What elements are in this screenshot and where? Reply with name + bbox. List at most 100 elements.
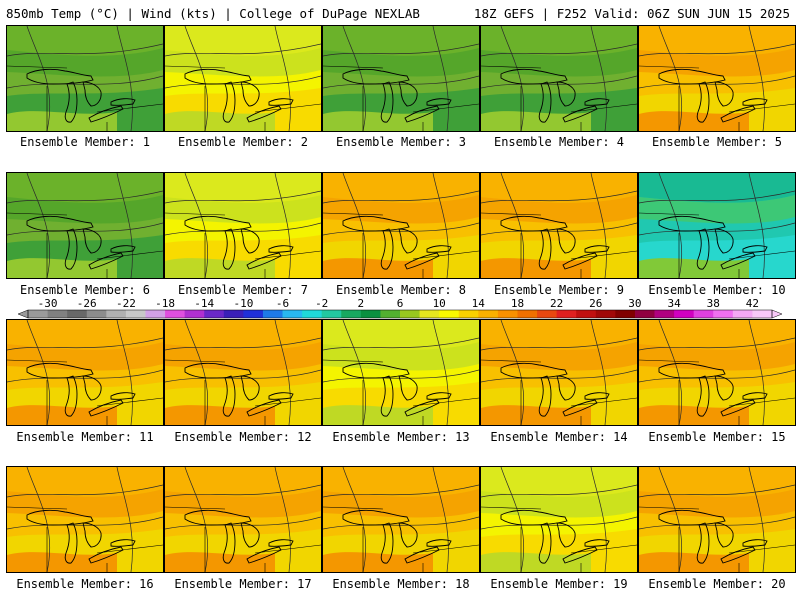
lake-outline bbox=[584, 392, 610, 400]
colorbar-swatch bbox=[184, 310, 205, 318]
temperature-band bbox=[481, 467, 637, 497]
lake-outline bbox=[26, 215, 94, 232]
colorbar-swatch bbox=[674, 310, 695, 318]
temperature-band bbox=[639, 320, 795, 350]
temperature-map bbox=[639, 320, 795, 425]
ensemble-panel bbox=[480, 319, 638, 426]
lake-outline bbox=[240, 81, 260, 107]
lake-outline bbox=[742, 98, 768, 106]
contour-line bbox=[184, 320, 209, 425]
border-line bbox=[481, 359, 542, 363]
colorbar-tick-label: 18 bbox=[511, 297, 524, 310]
colorbar-swatch bbox=[86, 310, 107, 318]
colorbar-swatch bbox=[321, 310, 342, 318]
contour-line bbox=[165, 43, 321, 57]
contour-line bbox=[165, 516, 321, 530]
lake-outline bbox=[222, 522, 236, 564]
temperature-map bbox=[7, 320, 163, 425]
border-line bbox=[481, 65, 542, 69]
temperature-map bbox=[639, 173, 795, 278]
contour-line bbox=[323, 516, 479, 530]
lake-outline bbox=[556, 228, 576, 254]
colorbar-tick-label: -30 bbox=[38, 297, 58, 310]
contour-line bbox=[639, 337, 795, 351]
lake-outline bbox=[268, 245, 294, 253]
border-line bbox=[165, 506, 226, 510]
lake-outline bbox=[696, 228, 710, 270]
temperature-band bbox=[481, 405, 591, 425]
colorbar-tick-label: 26 bbox=[589, 297, 602, 310]
contour-line bbox=[481, 369, 637, 383]
contour-line bbox=[7, 222, 163, 236]
temperature-band bbox=[323, 405, 433, 425]
contour-line bbox=[432, 26, 449, 131]
colorbar-swatch bbox=[556, 310, 577, 318]
lake-outline bbox=[742, 539, 768, 547]
colorbar-swatch bbox=[615, 310, 636, 318]
lake-outline bbox=[184, 68, 252, 85]
border-line bbox=[7, 359, 68, 363]
temperature-band bbox=[7, 405, 117, 425]
lake-outline bbox=[82, 522, 102, 548]
temperature-band bbox=[323, 320, 479, 350]
lake-outline bbox=[658, 215, 726, 232]
contour-line bbox=[500, 467, 525, 572]
border-line bbox=[254, 544, 321, 554]
contour-line bbox=[165, 369, 321, 383]
ensemble-member-label: Ensemble Member: 16 bbox=[16, 577, 154, 591]
temperature-band bbox=[165, 111, 275, 131]
contour-line bbox=[658, 467, 683, 572]
lake-outline bbox=[426, 245, 452, 253]
lake-outline bbox=[64, 81, 78, 123]
lake-outline bbox=[240, 228, 260, 254]
contour-line bbox=[323, 190, 479, 204]
colorbar-outline bbox=[27, 309, 773, 319]
border-line bbox=[7, 65, 68, 69]
border-line bbox=[570, 397, 637, 407]
temperature-map bbox=[7, 26, 163, 131]
contour-line bbox=[590, 26, 607, 131]
colorbar-tick-label: 38 bbox=[707, 297, 720, 310]
lake-outline bbox=[714, 81, 734, 107]
border-line bbox=[412, 544, 479, 554]
temperature-band bbox=[7, 173, 163, 203]
colorbar-tick-label: -26 bbox=[77, 297, 97, 310]
border-line bbox=[412, 250, 479, 260]
contour-line bbox=[748, 320, 765, 425]
contour-line bbox=[7, 43, 163, 57]
ensemble-member-label: Ensemble Member: 15 bbox=[648, 430, 786, 444]
ensemble-member-label: Ensemble Member: 9 bbox=[493, 283, 625, 297]
border-line bbox=[96, 397, 163, 407]
contour-line bbox=[165, 75, 321, 89]
contour-line bbox=[184, 173, 209, 278]
contour-line bbox=[639, 369, 795, 383]
colorbar-swatch bbox=[47, 310, 68, 318]
ensemble-panel bbox=[480, 172, 638, 279]
border-line bbox=[728, 103, 795, 113]
lake-outline bbox=[398, 81, 418, 107]
border-line bbox=[165, 359, 226, 363]
temperature-map bbox=[639, 467, 795, 572]
border-line bbox=[639, 65, 700, 69]
contour-line bbox=[590, 467, 607, 572]
contour-line bbox=[116, 320, 133, 425]
contour-line bbox=[165, 190, 321, 204]
lake-outline bbox=[268, 539, 294, 547]
temperature-band bbox=[481, 552, 591, 572]
contour-line bbox=[481, 337, 637, 351]
colorbar-tick-label: 22 bbox=[550, 297, 563, 310]
temperature-band bbox=[165, 405, 275, 425]
border-line bbox=[639, 506, 700, 510]
ensemble-panel bbox=[6, 466, 164, 573]
contour-line bbox=[116, 173, 133, 278]
lake-outline bbox=[184, 362, 252, 379]
contour-line bbox=[639, 516, 795, 530]
border-line bbox=[728, 397, 795, 407]
lake-outline bbox=[426, 392, 452, 400]
colorbar-tick-label: -14 bbox=[194, 297, 214, 310]
contour-line bbox=[165, 484, 321, 498]
lake-outline bbox=[380, 228, 394, 270]
lake-outline bbox=[658, 68, 726, 85]
lake-outline bbox=[538, 522, 552, 564]
lake-outline bbox=[714, 375, 734, 401]
